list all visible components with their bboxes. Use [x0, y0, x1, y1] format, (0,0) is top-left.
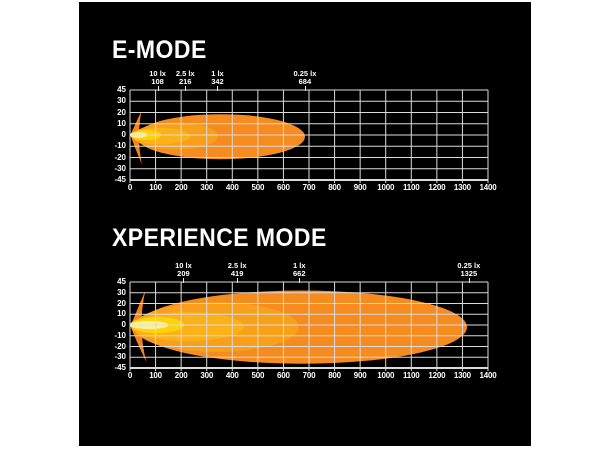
lux-marker-tick	[217, 86, 219, 91]
y-axis-label: 0	[121, 130, 126, 139]
y-axis-label: 0	[121, 320, 126, 329]
plot-area	[129, 89, 489, 183]
lux-marker-label: 10 lx 108	[149, 69, 166, 86]
isolux-plot-svg	[129, 281, 489, 371]
x-axis-label: 500	[251, 371, 265, 380]
x-axis-label: 800	[328, 371, 341, 380]
x-axis-label: 1400	[479, 183, 497, 192]
x-axis-label: 600	[277, 371, 290, 380]
y-axis-label: -45	[114, 363, 126, 372]
x-axis-label: 900	[353, 371, 367, 380]
lux-marker-label: 0.25 lx 684	[293, 69, 317, 86]
x-axis-label: 400	[225, 371, 239, 380]
x-axis-label: 1200	[428, 183, 446, 192]
y-axis-label: 45	[117, 277, 126, 286]
lux-marker-tick	[237, 278, 239, 283]
x-axis-label: 1100	[403, 371, 420, 380]
y-axis-label: 30	[117, 287, 126, 297]
lux-marker-tick	[183, 278, 185, 283]
x-axis-label: 300	[200, 183, 214, 192]
x-axis-label: 1200	[428, 371, 446, 380]
x-axis-label: 1000	[377, 371, 395, 380]
y-axis-label: -45	[114, 175, 126, 184]
lux-marker-tick	[185, 86, 187, 91]
x-axis-label: 900	[353, 183, 367, 192]
x-axis-label: 0	[127, 183, 133, 192]
x-axis-label: 100	[149, 183, 162, 192]
chart-title-xperience-mode: XPERIENCE MODE	[112, 224, 327, 252]
lux-marker-tick	[468, 278, 470, 283]
y-axis-label: 10	[117, 118, 126, 128]
x-axis-label: 200	[174, 371, 188, 380]
y-axis-label: 20	[117, 107, 126, 117]
isolux-plot-svg	[129, 89, 489, 183]
x-axis-label: 1400	[479, 371, 497, 380]
x-axis-label: 300	[200, 371, 214, 380]
x-axis-label: 1100	[403, 183, 420, 192]
lux-marker-tick	[299, 278, 301, 283]
x-axis-label: 1300	[453, 371, 471, 380]
plot-area	[129, 281, 489, 371]
lux-marker-tick	[157, 86, 159, 91]
lux-marker-label: 1 lx 342	[211, 69, 224, 86]
lux-marker-label: 1 lx 662	[293, 261, 306, 278]
lux-marker-label: 10 lx 209	[175, 261, 192, 278]
x-axis-label: 400	[225, 183, 239, 192]
y-axis-label: -20	[114, 152, 126, 162]
x-axis-label: 100	[149, 371, 162, 380]
lux-marker-label: 2.5 lx 419	[227, 261, 247, 278]
y-axis-label: 20	[117, 298, 126, 308]
y-axis-label: 45	[117, 85, 126, 94]
lux-marker-label: 2.5 lx 216	[175, 69, 195, 86]
y-axis-label: -30	[114, 163, 126, 173]
lux-marker-tick	[304, 86, 306, 91]
diagram-panel	[79, 2, 531, 446]
y-axis-label: -10	[114, 141, 126, 151]
x-axis-label: 600	[277, 183, 290, 192]
lux-marker-label: 0.25 lx 1325	[457, 261, 481, 278]
x-axis-label: 500	[251, 183, 265, 192]
x-axis-label: 800	[328, 183, 341, 192]
y-axis-label: -10	[114, 330, 126, 340]
y-axis-label: 30	[117, 96, 126, 106]
chart-title-e-mode: E-MODE	[112, 36, 207, 64]
x-axis-label: 0	[127, 371, 133, 380]
x-axis-label: 1000	[377, 183, 395, 192]
y-axis-label: -30	[114, 352, 126, 362]
x-axis-label: 700	[302, 183, 316, 192]
x-axis-label: 700	[302, 371, 316, 380]
y-axis-label: -20	[114, 341, 126, 351]
x-axis-label: 1300	[453, 183, 471, 192]
x-axis-label: 200	[174, 183, 188, 192]
y-axis-label: 10	[117, 309, 126, 319]
